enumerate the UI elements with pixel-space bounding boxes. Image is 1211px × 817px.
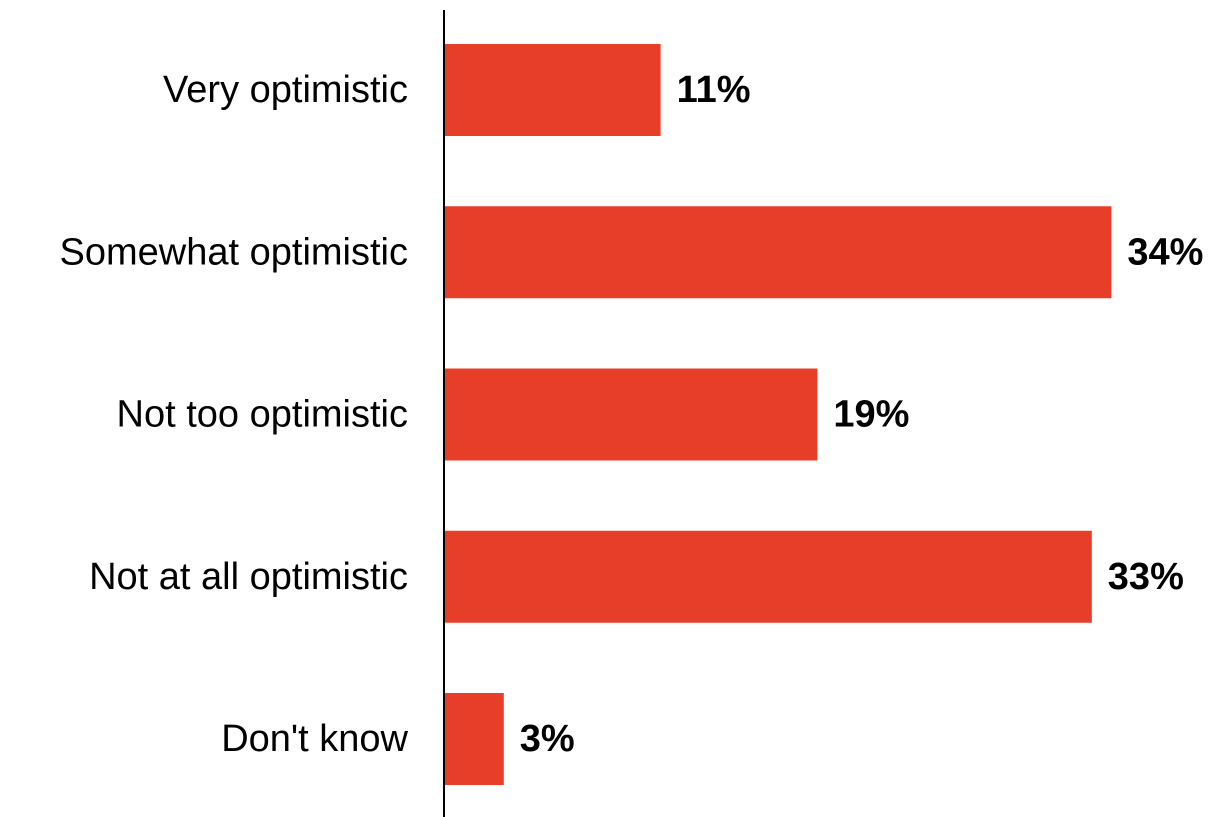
category-label: Not too optimistic bbox=[117, 394, 408, 436]
value-label: 34% bbox=[1127, 231, 1203, 273]
category-label: Don't know bbox=[221, 718, 408, 760]
bar bbox=[445, 44, 661, 136]
category-label: Very optimistic bbox=[163, 69, 408, 111]
value-label: 11% bbox=[677, 69, 751, 111]
bar bbox=[445, 206, 1112, 299]
category-label: Somewhat optimistic bbox=[60, 231, 408, 273]
bar bbox=[445, 368, 818, 461]
value-label: 3% bbox=[520, 718, 575, 760]
bar bbox=[445, 530, 1092, 623]
bars-group bbox=[445, 44, 1112, 785]
value-labels-group: 11% 34% 19% 33% 3% bbox=[520, 69, 1204, 760]
value-label: 19% bbox=[833, 394, 909, 436]
bar bbox=[445, 693, 504, 785]
value-label: 33% bbox=[1108, 556, 1184, 598]
category-label: Not at all optimistic bbox=[89, 556, 408, 598]
category-labels-group: Very optimistic Somewhat optimistic Not to… bbox=[60, 69, 409, 760]
